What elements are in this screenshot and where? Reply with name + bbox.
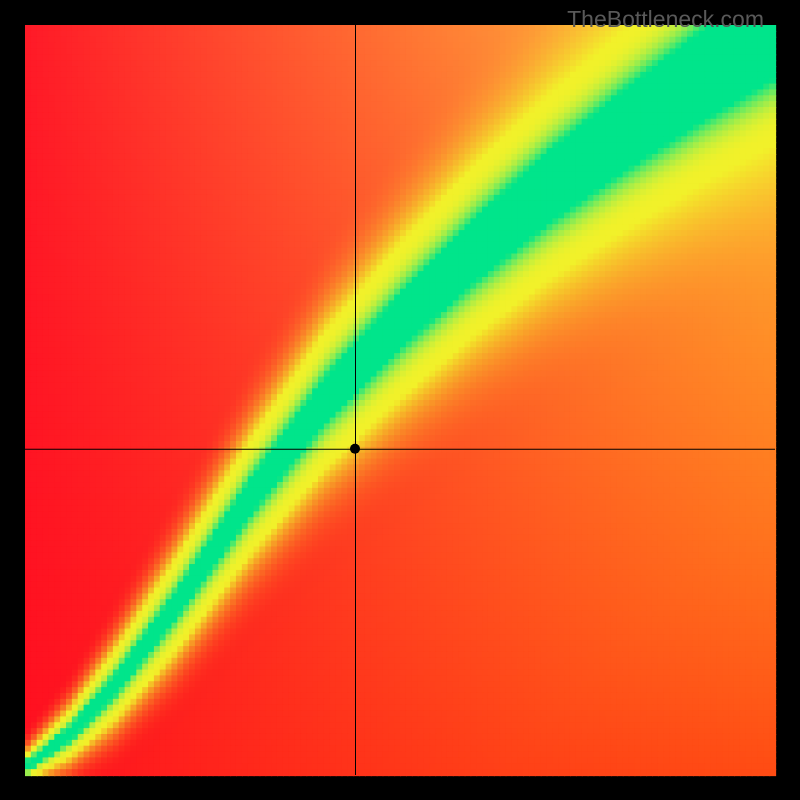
watermark-text: TheBottleneck.com (567, 6, 764, 33)
bottleneck-heatmap (0, 0, 800, 800)
chart-container: TheBottleneck.com (0, 0, 800, 800)
